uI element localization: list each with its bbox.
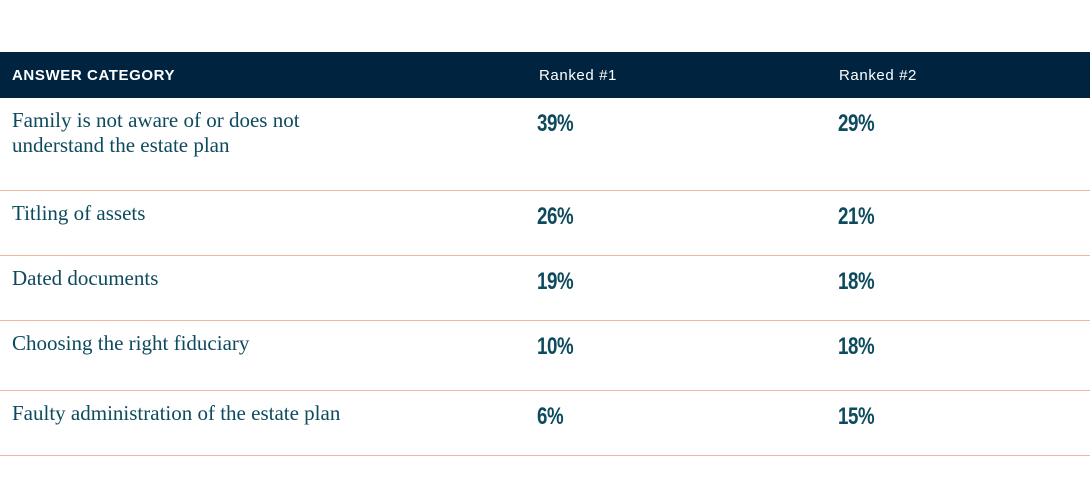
row-ranked-2-value: 15% (838, 403, 875, 430)
row-ranked-1-value: 19% (537, 268, 574, 295)
row-ranked-1-value: 6% (537, 403, 564, 430)
row-ranked-2-value: 29% (838, 110, 875, 137)
row-ranked-2-value: 18% (838, 333, 875, 360)
row-ranked-1-value: 39% (537, 110, 574, 137)
table-row: Choosing the right fiduciary 10% 18% (0, 321, 1090, 391)
results-table: ANSWER CATEGORY Ranked #1 Ranked #2 Fami… (0, 52, 1090, 456)
table-header: ANSWER CATEGORY Ranked #1 Ranked #2 (0, 52, 1090, 98)
table-row: Dated documents 19% 18% (0, 256, 1090, 321)
row-ranked-1-value: 10% (537, 333, 574, 360)
table-row: Faulty administration of the estate plan… (0, 391, 1090, 456)
row-category: Family is not aware of or does not under… (12, 108, 300, 157)
row-ranked-1-value: 26% (537, 203, 574, 230)
header-ranked-1: Ranked #1 (539, 67, 617, 84)
table-row: Family is not aware of or does not under… (0, 98, 1090, 191)
row-category: Titling of assets (12, 201, 146, 225)
table-row: Titling of assets 26% 21% (0, 191, 1090, 256)
row-category: Choosing the right fiduciary (12, 331, 250, 355)
row-category: Dated documents (12, 266, 159, 290)
header-ranked-2: Ranked #2 (839, 67, 917, 84)
row-ranked-2-value: 21% (838, 203, 875, 230)
header-answer-category: ANSWER CATEGORY (12, 67, 176, 84)
row-category: Faulty administration of the estate plan (12, 401, 341, 425)
row-ranked-2-value: 18% (838, 268, 875, 295)
